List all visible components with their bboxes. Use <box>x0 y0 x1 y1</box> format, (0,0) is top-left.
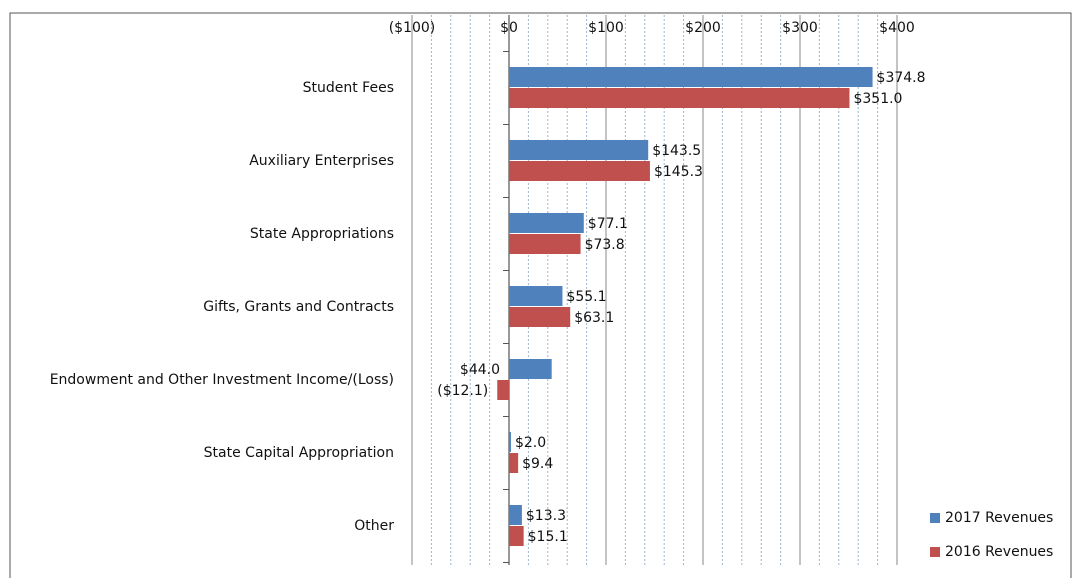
data-label: $77.1 <box>588 216 628 232</box>
bar <box>509 213 584 233</box>
data-label: $9.4 <box>522 456 553 472</box>
bar <box>509 286 563 306</box>
bar <box>509 140 649 160</box>
data-label: $63.1 <box>574 310 614 326</box>
x-tick-label: $200 <box>685 20 721 36</box>
data-label: $73.8 <box>585 237 625 253</box>
y-tick-label: State Appropriations <box>250 226 394 242</box>
bar <box>509 67 873 87</box>
y-tick-label: Auxiliary Enterprises <box>249 153 394 169</box>
legend-label: 2017 Revenues <box>945 510 1053 526</box>
data-label: $374.8 <box>877 70 926 86</box>
y-tick-label: Endowment and Other Investment Income/(L… <box>50 372 394 388</box>
bar <box>509 234 581 254</box>
legend-label: 2016 Revenues <box>945 544 1053 560</box>
data-label: $145.3 <box>654 164 703 180</box>
data-label: $351.0 <box>853 91 902 107</box>
data-label: ($12.1) <box>437 383 488 399</box>
x-tick-label: $400 <box>879 20 915 36</box>
bar <box>509 359 552 379</box>
bar <box>509 526 524 546</box>
x-tick-label: ($100) <box>389 20 436 36</box>
data-label: $2.0 <box>515 435 546 451</box>
bar <box>509 432 511 452</box>
data-label: $143.5 <box>652 143 701 159</box>
bar <box>509 161 650 181</box>
bar <box>509 453 519 473</box>
legend-swatch <box>930 513 940 523</box>
y-tick-label: Gifts, Grants and Contracts <box>203 299 394 315</box>
y-tick-label: Other <box>354 518 394 534</box>
data-label: $44.0 <box>460 362 500 378</box>
x-tick-label: $300 <box>782 20 818 36</box>
y-tick-label: Student Fees <box>303 80 394 96</box>
bar <box>509 88 850 108</box>
legend-swatch <box>930 547 940 557</box>
bar <box>509 307 571 327</box>
data-label: $55.1 <box>566 289 606 305</box>
data-label: $15.1 <box>528 529 568 545</box>
x-tick-label: $100 <box>588 20 624 36</box>
bar <box>509 505 522 525</box>
bar <box>497 380 509 400</box>
y-tick-label: State Capital Appropriation <box>204 445 394 461</box>
data-label: $13.3 <box>526 508 566 524</box>
